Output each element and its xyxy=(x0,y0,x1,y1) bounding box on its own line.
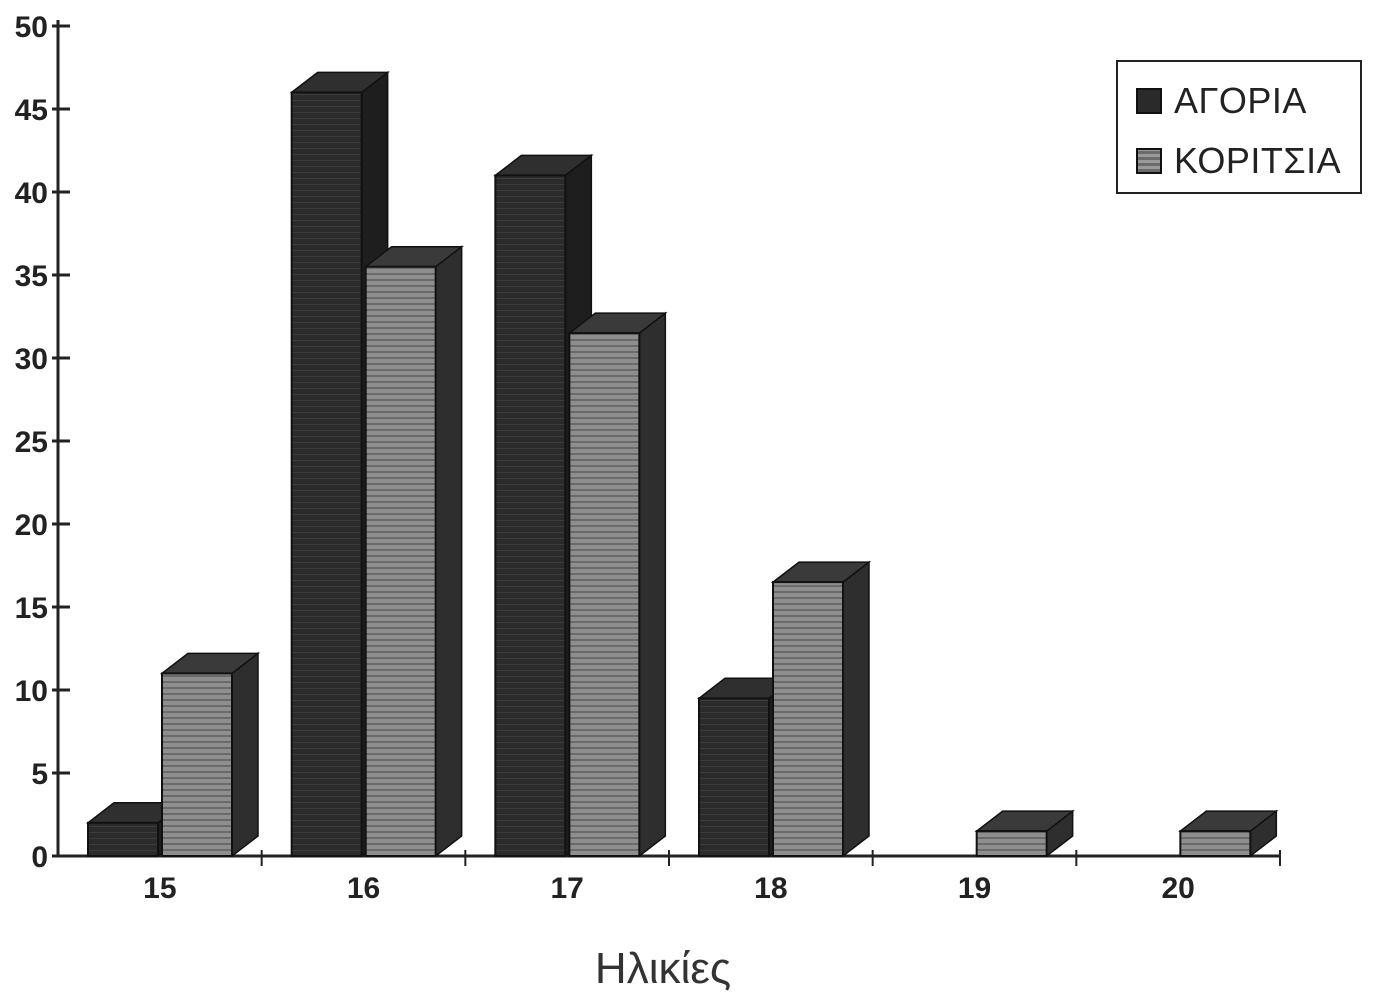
bar-boys-18-front xyxy=(698,697,770,857)
bar-girls-16 xyxy=(363,245,464,858)
bar-girls-20 xyxy=(1178,809,1279,858)
y-tick-label: 5 xyxy=(31,758,48,791)
bar-girls-15-front xyxy=(161,672,233,858)
legend-item-girls: ΚΟΡΙΤΣΙΑ xyxy=(1136,140,1341,182)
x-tick-label: 20 xyxy=(1161,872,1194,905)
bar-boys-15-front xyxy=(87,821,159,857)
y-tick-label: 0 xyxy=(31,841,48,874)
bar-girls-18-front xyxy=(772,581,844,857)
x-tick-label: 18 xyxy=(754,872,787,905)
y-tick-label: 45 xyxy=(15,94,48,127)
x-tick-label: 15 xyxy=(143,872,176,905)
bar-girls-17-side xyxy=(638,311,667,858)
x-tick-label: 16 xyxy=(347,872,380,905)
legend-swatch-girls xyxy=(1136,148,1162,174)
legend: ΑΓΟΡΙΑ ΚΟΡΙΤΣΙΑ xyxy=(1116,60,1362,194)
bar-girls-15-side xyxy=(231,651,259,858)
y-tick-label: 50 xyxy=(15,11,48,44)
y-tick-label: 10 xyxy=(15,675,48,708)
x-axis-title: Ηλικίες xyxy=(594,944,732,993)
x-tick-label: 19 xyxy=(958,872,991,905)
bar-girls-18 xyxy=(770,560,872,858)
y-tick-label: 25 xyxy=(15,426,48,459)
bar-girls-16-side xyxy=(434,245,463,858)
x-tick-label: 17 xyxy=(550,872,583,905)
bar-girls-17 xyxy=(567,311,668,858)
y-tick-label: 20 xyxy=(15,509,48,542)
legend-label-boys: ΑΓΟΡΙΑ xyxy=(1174,80,1307,121)
bar-boys-17-front xyxy=(494,174,567,857)
bar-boys-16-front xyxy=(290,91,363,857)
legend-swatch-boys xyxy=(1136,88,1162,114)
bar-girls-18-side xyxy=(842,560,870,858)
bar-girls-19-front xyxy=(975,830,1048,857)
legend-label-girls: ΚΟΡΙΤΣΙΑ xyxy=(1174,140,1342,181)
y-tick-label: 30 xyxy=(15,343,48,376)
bar-girls-19 xyxy=(974,809,1075,858)
bar-girls-15 xyxy=(159,651,261,858)
bar-girls-20-front xyxy=(1179,830,1252,857)
x-axis-title-wrap: Ηλικίες xyxy=(0,944,1376,994)
bars xyxy=(85,70,1279,858)
legend-item-boys: ΑΓΟΡΙΑ xyxy=(1136,80,1307,122)
y-tick-label: 40 xyxy=(15,177,48,210)
axes: 0 5 10 15 20 25 30 35 40 45 50 15 16 17 18 19 20 xyxy=(15,11,1281,905)
y-tick-label: 35 xyxy=(15,260,48,293)
y-tick-label: 15 xyxy=(15,592,48,625)
bar-girls-16-front xyxy=(364,265,437,857)
bar-girls-17-front xyxy=(568,332,641,858)
